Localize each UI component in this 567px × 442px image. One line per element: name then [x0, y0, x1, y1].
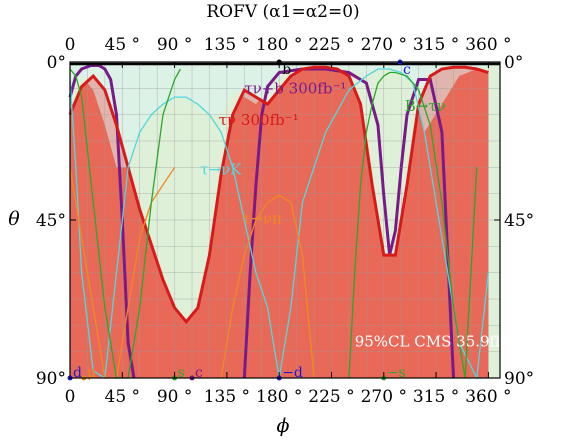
y-tick-label-left: 45° [36, 211, 66, 231]
y-axis-title: θ [8, 208, 20, 230]
x-tick-label-bottom: 270 ° [361, 387, 407, 407]
x-tick-label-bottom: 225 ° [308, 387, 354, 407]
benchmark-point-label: d [73, 365, 82, 381]
y-tick-label-right: 0° [504, 53, 523, 73]
annotation-label: 95%CL CMS 35.9fb⁻¹ [355, 332, 519, 350]
benchmark-point-label: b [282, 62, 291, 78]
annotation-label: τ→νK [200, 160, 242, 178]
benchmark-point-label: −s [387, 365, 406, 381]
x-tick-label-top: 225 ° [308, 35, 354, 55]
x-tick-label-top: 0 [65, 35, 76, 55]
x-tick-label-bottom: 135 ° [204, 387, 250, 407]
x-tick-label-bottom: 0 [65, 387, 76, 407]
chart-title: ROFV (α1=α2=0) [206, 2, 359, 22]
x-tick-label-bottom: 360 ° [465, 387, 511, 407]
benchmark-point-label: c [195, 365, 203, 381]
y-tick-label-left: 0° [47, 53, 66, 73]
annotation-label: τ→νπ [242, 210, 282, 228]
y-tick-label-right: 90° [504, 369, 534, 389]
series-curve [69, 166, 176, 379]
series-curve [69, 68, 490, 381]
series-curve [348, 71, 478, 379]
plot-area: τν+b 300fb⁻¹ τν 300fb⁻¹ τ→νK τ→νπ B→τν 95%CL … [67, 59, 519, 381]
x-axis-title: ϕ [277, 415, 290, 437]
benchmark-point-label: c [403, 62, 411, 78]
series-curve [220, 194, 315, 379]
annotation-label: τν+b 300fb⁻¹ [244, 80, 346, 98]
x-tick-label-bottom: 315 ° [413, 387, 459, 407]
x-tick-label-top: 270 ° [361, 35, 407, 55]
series-curve [68, 65, 489, 325]
x-tick-label-top: 180 ° [256, 35, 302, 55]
series-curve [399, 78, 456, 379]
y-tick-label-right: 45° [504, 211, 534, 231]
x-tick-label-top: 315 ° [413, 35, 459, 55]
x-tick-label-top: 90 ° [157, 35, 193, 55]
series-curve [242, 67, 403, 379]
benchmark-point-label: −d [282, 365, 303, 381]
x-tick-label-bottom: 180 ° [256, 387, 302, 407]
x-tick-label-top: 45 ° [105, 35, 141, 55]
series-curve [68, 64, 136, 379]
x-tick-label-bottom: 90 ° [157, 387, 193, 407]
annotation-label: B→τν [405, 97, 446, 115]
annotation-label: τν 300fb⁻¹ [219, 111, 299, 129]
x-tick-label-top: 135 ° [204, 35, 250, 55]
x-tick-label-top: 360 ° [465, 35, 511, 55]
benchmark-point-label: s [178, 365, 185, 381]
x-tick-label-bottom: 45 ° [105, 387, 141, 407]
y-tick-label-left: 90° [36, 369, 66, 389]
benchmark-point-label: μ [87, 365, 96, 381]
